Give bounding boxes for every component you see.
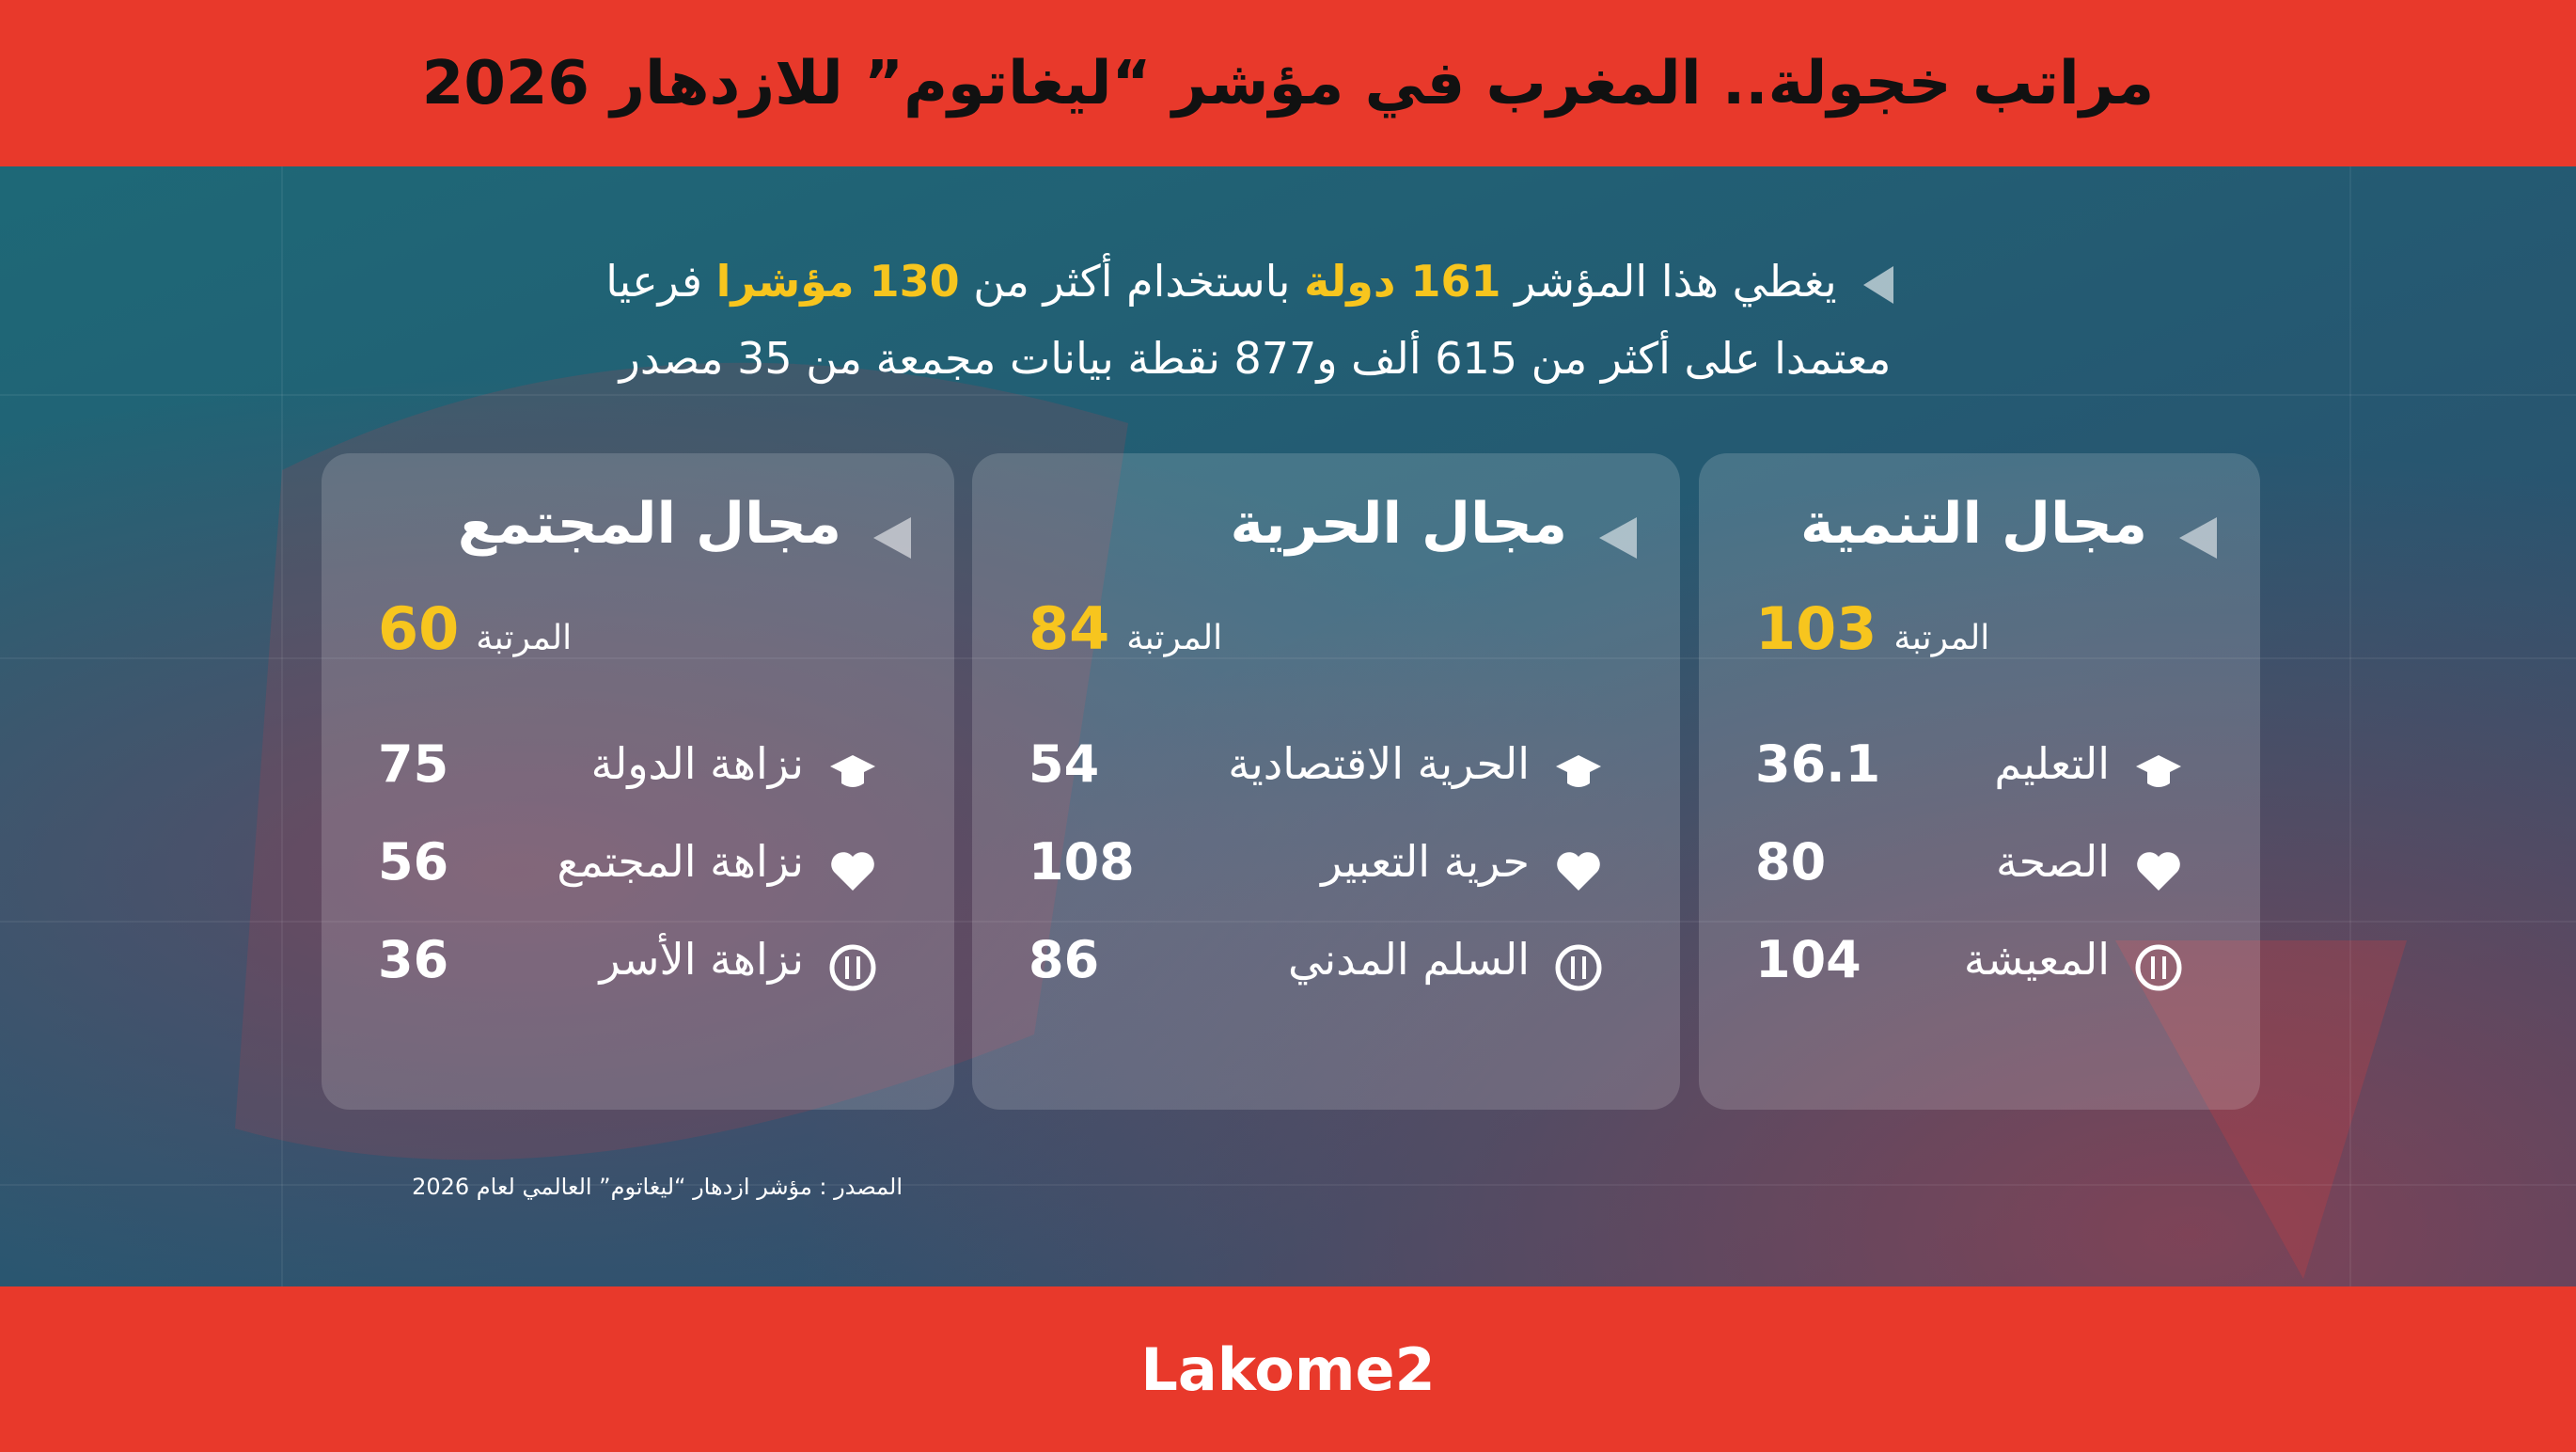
indicator-label: السلم المدني — [1288, 934, 1530, 985]
indicator-value: 108 — [1029, 832, 1135, 892]
heading-triangle — [2179, 517, 2217, 559]
header-bar: مراتب خجولة.. المغرب في مؤشر “ليغاتوم” ل… — [0, 0, 2576, 166]
intro-highlight: 130 مؤشرا — [715, 256, 960, 307]
rank-value: 103 — [1755, 594, 1877, 663]
rank-label: المرتبة — [476, 619, 573, 657]
intro-highlight: 161 دولة — [1304, 256, 1501, 307]
indicator-icon — [1556, 755, 1601, 787]
indicator-label: الحرية الاقتصادية — [1228, 738, 1530, 789]
indicator-row: الحرية الاقتصادية 54 — [1029, 731, 1605, 806]
intro-text: فرعيا — [605, 256, 703, 307]
title: مراتب خجولة.. المغرب في مؤشر “ليغاتوم” ل… — [421, 48, 2155, 118]
intro-line: معتمدا على أكثر من 615 ألف و877 نقطة بيا… — [619, 333, 1892, 384]
indicator-row: نزاهة الدولة 75 — [378, 731, 879, 806]
footer-bar: Lakome2 — [0, 1286, 2576, 1452]
indicator-row: التعليم 36.1 — [1755, 731, 2185, 806]
indicator-value: 75 — [378, 734, 449, 794]
heading-triangle — [873, 517, 911, 559]
indicator-icon — [1557, 852, 1600, 891]
indicator-row: الصحة 80 — [1755, 829, 2185, 904]
indicator-icon — [2137, 852, 2180, 891]
indicator-label: نزاهة الدولة — [590, 738, 804, 789]
card-title: مجال المجتمع — [457, 491, 841, 557]
rank: المرتبة 84 — [1029, 594, 1222, 663]
rank-label: المرتبة — [1893, 619, 1990, 657]
rank: المرتبة 103 — [1755, 594, 1989, 663]
intro-text: باستخدام أكثر من — [973, 256, 1291, 307]
indicator-label: الصحة — [1995, 836, 2110, 887]
indicator-value: 80 — [1755, 832, 1827, 892]
intro-line: يغطي هذا المؤشر 161 دولة باستخدام أكثر م… — [362, 243, 2148, 320]
rank: المرتبة 60 — [378, 594, 572, 663]
indicator-value: 36.1 — [1755, 734, 1881, 794]
card: مجال التنمية المرتبة 103 التعليم 36.1 الصحة 80… — [1699, 453, 2260, 1110]
indicator-row: نزاهة الأسر 36 — [378, 926, 879, 1002]
intro: يغطي هذا المؤشر 161 دولة باستخدام أكثر م… — [362, 243, 2148, 397]
card-title: مجال الحرية — [1230, 491, 1567, 557]
indicator-icon — [829, 944, 876, 991]
indicator-value: 86 — [1029, 930, 1100, 989]
indicator-row: السلم المدني 86 — [1029, 926, 1605, 1002]
indicator-icon — [2136, 755, 2181, 787]
card: مجال المجتمع المرتبة 60 نزاهة الدولة 75 نزاهة… — [322, 453, 954, 1110]
indicator-label: نزاهة الأسر — [599, 934, 804, 985]
indicator-label: حرية التعبير — [1321, 836, 1530, 887]
card: مجال الحرية المرتبة 84 الحرية الاقتصادية 54 ح… — [972, 453, 1680, 1110]
indicator-row: المعيشة 104 — [1755, 926, 2185, 1002]
indicator-icon — [831, 852, 874, 891]
source: المصدر : مؤشر ازدهار “ليغاتوم” العالمي ل… — [412, 1174, 903, 1200]
heading-triangle — [1599, 517, 1637, 559]
card-title: مجال التنمية — [1799, 491, 2147, 557]
indicator-row: حرية التعبير 108 — [1029, 829, 1605, 904]
indicator-value: 36 — [378, 930, 449, 989]
indicator-value: 54 — [1029, 734, 1100, 794]
indicator-label: نزاهة المجتمع — [557, 836, 804, 887]
brand: Lakome2 — [1140, 1334, 1436, 1404]
rank-value: 60 — [378, 594, 460, 663]
indicator-icon — [830, 755, 875, 787]
indicator-value: 104 — [1755, 930, 1861, 989]
indicator-icon — [1555, 944, 1602, 991]
rank-label: المرتبة — [1126, 619, 1223, 657]
indicator-row: نزاهة المجتمع 56 — [378, 829, 879, 904]
indicator-icon — [2135, 944, 2182, 991]
indicator-label: المعيشة — [1963, 934, 2110, 985]
rank-value: 84 — [1029, 594, 1110, 663]
intro-text: يغطي هذا المؤشر — [1515, 256, 1837, 307]
indicator-label: التعليم — [1994, 738, 2110, 789]
bullet-triangle — [1862, 265, 1893, 304]
indicator-value: 56 — [378, 832, 449, 892]
